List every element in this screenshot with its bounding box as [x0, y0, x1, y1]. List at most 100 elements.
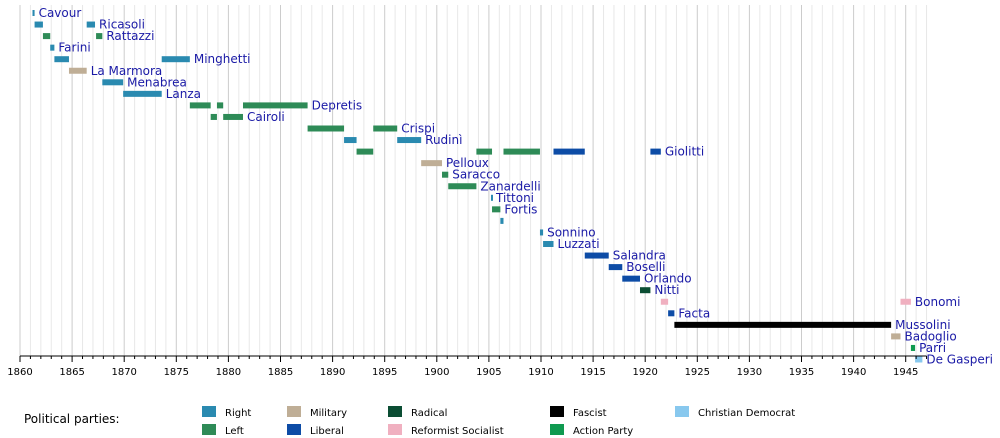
term-bar: [86, 21, 96, 28]
x-tick-label: 1940: [841, 367, 866, 378]
term-bar: [189, 102, 211, 109]
term-bar: [42, 33, 51, 40]
pm-name-label: Pelloux: [446, 156, 489, 170]
legend-label: Liberal: [310, 426, 344, 437]
term-bar: [242, 102, 308, 109]
term-bar: [891, 333, 901, 340]
term-bar: [373, 125, 398, 132]
term-bar: [668, 310, 675, 317]
x-tick-label: 1870: [111, 367, 136, 378]
legend-title: Political parties:: [24, 412, 120, 426]
pm-name-label: Cavour: [39, 6, 82, 20]
x-tick-label: 1860: [7, 367, 32, 378]
pm-name-label: Sonnino: [547, 225, 595, 239]
term-bar: [448, 183, 477, 190]
term-bar: [539, 229, 544, 236]
legend-swatch: [388, 406, 402, 417]
pm-name-label: Badoglio: [904, 329, 956, 343]
pm-name-label: Depretis: [312, 98, 363, 112]
term-bar: [344, 137, 357, 144]
legend-label: Radical: [411, 408, 447, 419]
pm-name-label: La Marmora: [91, 64, 163, 78]
x-tick-label: 1910: [528, 367, 553, 378]
x-tick-label: 1905: [476, 367, 501, 378]
legend-label: Action Party: [573, 426, 633, 437]
x-tick-label: 1865: [59, 367, 84, 378]
term-bar: [96, 33, 103, 40]
term-bar: [608, 264, 623, 271]
term-bar: [161, 56, 190, 63]
legend-swatch: [550, 406, 564, 417]
term-bar: [216, 102, 224, 109]
term-bar: [639, 287, 651, 294]
legend-label: Military: [310, 408, 347, 419]
term-bar: [356, 148, 374, 155]
legend-label: Right: [225, 408, 251, 419]
legend-label: Christian Democrat: [698, 408, 795, 419]
term-bar: [910, 344, 916, 351]
pm-name-label: Saracco: [452, 168, 500, 182]
term-bar: [543, 241, 554, 247]
legend-swatch: [202, 424, 216, 435]
legend-swatch: [675, 406, 689, 417]
pm-name-label: Orlando: [644, 272, 692, 286]
pm-name-label: Parri: [919, 341, 946, 355]
pm-name-label: Mussolini: [895, 318, 950, 332]
x-tick-label: 1875: [164, 367, 189, 378]
x-tick-label: 1880: [216, 367, 241, 378]
term-bar: [442, 171, 449, 178]
x-tick-label: 1900: [424, 367, 449, 378]
term-bar: [421, 160, 443, 167]
term-bar: [34, 21, 43, 28]
grid-lines: [19, 5, 928, 356]
pm-name-label: De Gasperi: [926, 353, 993, 367]
legend-label: Fascist: [573, 408, 607, 419]
legend-swatch: [287, 406, 301, 417]
term-bar: [660, 298, 669, 305]
term-bar: [492, 206, 501, 213]
pm-name-label: Cairoli: [247, 110, 285, 124]
pm-name-label: Nitti: [654, 283, 679, 297]
term-bar: [307, 125, 345, 132]
pm-name-label: Boselli: [626, 260, 665, 274]
x-tick-label: 1920: [632, 367, 657, 378]
legend-swatch: [550, 424, 564, 435]
x-tick-label: 1935: [789, 367, 814, 378]
x-tick-label: 1930: [737, 367, 762, 378]
term-bar: [490, 194, 493, 201]
x-tick-label: 1915: [580, 367, 605, 378]
pm-name-label: Tittoni: [495, 191, 534, 205]
x-axis: 1860 1865 1870 1875 1880 1885 1890 1895 1900 1905…: [7, 355, 928, 378]
pm-name-label: Rudinì: [425, 133, 462, 147]
term-bar: [650, 148, 661, 155]
term-bar: [500, 217, 504, 224]
pm-name-label: Luzzati: [558, 237, 600, 251]
term-bar: [123, 90, 162, 97]
pm-name-label: Salandra: [613, 249, 666, 263]
term-bar: [503, 148, 540, 155]
pm-name-label: Giolitti: [665, 145, 704, 159]
pm-name-label: Fortis: [504, 202, 537, 216]
term-bar: [584, 252, 609, 259]
pm-name-label: Ricasoli: [99, 18, 145, 32]
legend-swatch: [202, 406, 216, 417]
term-bar: [223, 113, 243, 120]
term-bars: [32, 10, 923, 363]
legend-swatch: [388, 424, 402, 435]
party-legend: Political parties: Right Left Military Libe…: [24, 406, 795, 437]
pm-name-label: Minghetti: [194, 52, 251, 66]
term-bar: [900, 298, 911, 305]
legend-swatch: [287, 424, 301, 435]
term-bar: [397, 137, 422, 144]
x-tick-label: 1895: [372, 367, 397, 378]
term-bar: [54, 56, 69, 63]
legend-label: Left: [225, 426, 244, 437]
term-bar: [476, 148, 493, 155]
term-bar: [553, 148, 585, 155]
term-bar: [622, 275, 640, 282]
pm-name-label: Rattazzi: [106, 29, 154, 43]
x-tick-label: 1890: [320, 367, 345, 378]
legend-label: Reformist Socialist: [411, 426, 504, 437]
